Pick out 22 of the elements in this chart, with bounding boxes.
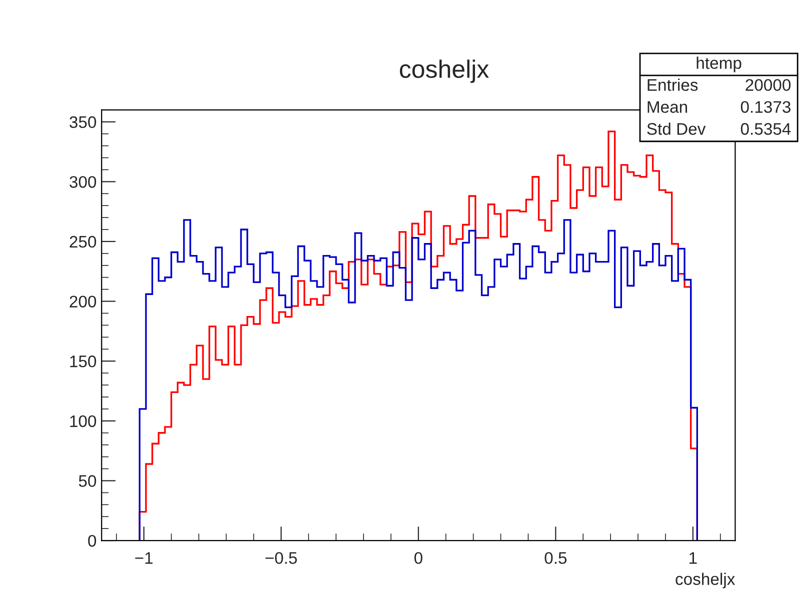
text: 20000	[746, 79, 791, 91]
x-tick-label: 1	[690, 552, 697, 564]
annotation: Std Dev	[647, 122, 706, 135]
text: 0.5354	[740, 123, 791, 135]
y-tick-label: 100	[70, 415, 96, 428]
x-tick-label: −0.5	[266, 552, 297, 564]
text: 0.1373	[740, 101, 790, 113]
y-tick-label: 50	[78, 475, 96, 487]
y-tick-label: 350	[70, 116, 96, 128]
x-axis-title: cosheljx	[676, 572, 736, 588]
chart-title: cosheljx	[400, 60, 489, 83]
text: htemp	[696, 56, 742, 72]
y-tick-label: 200	[70, 296, 96, 308]
x-tick-label: −1	[135, 552, 153, 564]
x-tick-label: 0.5	[544, 552, 567, 564]
y-tick-label: 250	[70, 236, 96, 248]
y-tick-label: 150	[70, 356, 96, 368]
y-tick-label: 300	[70, 176, 96, 188]
y-tick-label: 0	[88, 534, 96, 547]
x-tick-label: 0	[414, 552, 422, 564]
text: Entries	[648, 78, 698, 91]
annotation: Mean	[648, 101, 688, 113]
